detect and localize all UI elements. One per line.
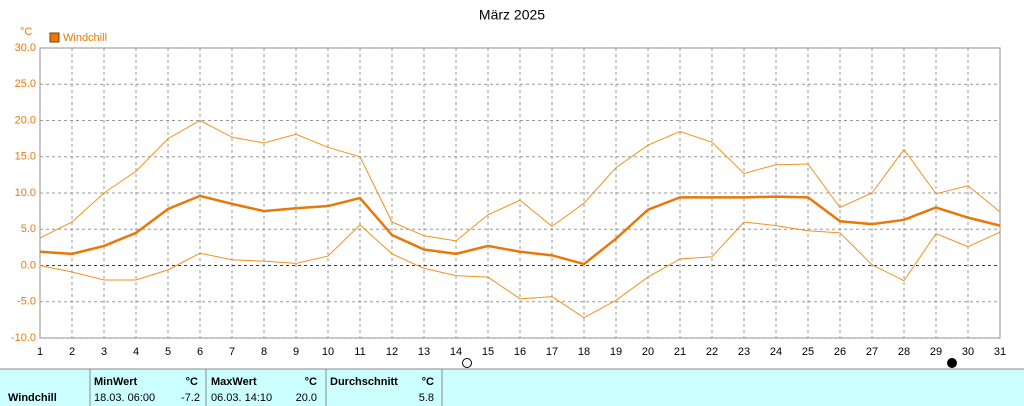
x-tick-label: 18 [578, 346, 590, 358]
full-moon-icon [462, 358, 472, 368]
x-tick-label: 6 [197, 346, 203, 358]
x-tick-label: 13 [418, 346, 430, 358]
x-tick-label: 28 [898, 346, 910, 358]
col-time: 06.03. 14:10 [211, 392, 272, 404]
y-tick-label: 15.0 [15, 151, 36, 163]
data-line [39, 119, 1001, 242]
x-tick-label: 14 [450, 346, 462, 358]
new-moon-icon [947, 358, 957, 368]
col-time: 18.03. 06:00 [94, 392, 155, 404]
x-tick-label: 12 [386, 346, 398, 358]
x-tick-label: 1 [37, 346, 43, 358]
col-title: MinWert [94, 376, 138, 388]
y-tick-label: 25.0 [15, 78, 36, 90]
x-tick-label: 31 [994, 346, 1006, 358]
x-tick-label: 11 [354, 346, 365, 358]
x-tick-label: 17 [546, 346, 558, 358]
y-tick-label: -5.0 [17, 296, 36, 308]
col-unit: °C [422, 376, 434, 388]
x-tick-label: 5 [165, 346, 171, 358]
col-value: 20.0 [296, 392, 317, 404]
col-value: -7.2 [181, 392, 200, 404]
x-tick-label: 20 [642, 346, 654, 358]
x-tick-label: 16 [514, 346, 526, 358]
y-tick-label: 10.0 [15, 187, 36, 199]
x-tick-label: 10 [322, 346, 334, 358]
col-unit: °C [305, 376, 317, 388]
legend-label: Windchill [63, 32, 107, 44]
x-tick-label: 23 [738, 346, 750, 358]
x-tick-label: 21 [674, 346, 686, 358]
x-tick-label: 7 [229, 346, 235, 358]
data-line [39, 194, 1001, 266]
x-tick-label: 19 [610, 346, 622, 358]
summary-bar [0, 369, 1024, 406]
col-value: 5.8 [419, 392, 434, 404]
y-tick-label: 0.0 [21, 259, 36, 271]
x-tick-label: 3 [101, 346, 107, 358]
x-tick-label: 9 [293, 346, 299, 358]
x-tick-label: 4 [133, 346, 139, 358]
x-tick-label: 25 [802, 346, 814, 358]
x-tick-label: 26 [834, 346, 846, 358]
x-tick-label: 2 [69, 346, 75, 358]
col-unit: °C [186, 376, 198, 388]
x-tick-label: 22 [706, 346, 718, 358]
x-tick-label: 24 [770, 346, 782, 358]
x-tick-label: 8 [261, 346, 267, 358]
x-tick-label: 29 [930, 346, 942, 358]
col-title: MaxWert [211, 376, 257, 388]
y-tick-label: 20.0 [15, 114, 36, 126]
data-line [39, 221, 1001, 319]
x-tick-label: 15 [482, 346, 494, 358]
x-tick-label: 30 [962, 346, 974, 358]
chart-title: März 2025 [479, 7, 545, 23]
y-tick-label: 5.0 [21, 223, 36, 235]
y-axis-unit: °C [20, 26, 32, 38]
y-tick-label: 30.0 [15, 42, 36, 54]
col-title: Durchschnitt [330, 376, 398, 388]
legend-swatch [49, 32, 60, 43]
y-tick-label: -10.0 [11, 332, 36, 344]
x-tick-label: 27 [866, 346, 878, 358]
summary-label: Windchill [8, 392, 57, 404]
